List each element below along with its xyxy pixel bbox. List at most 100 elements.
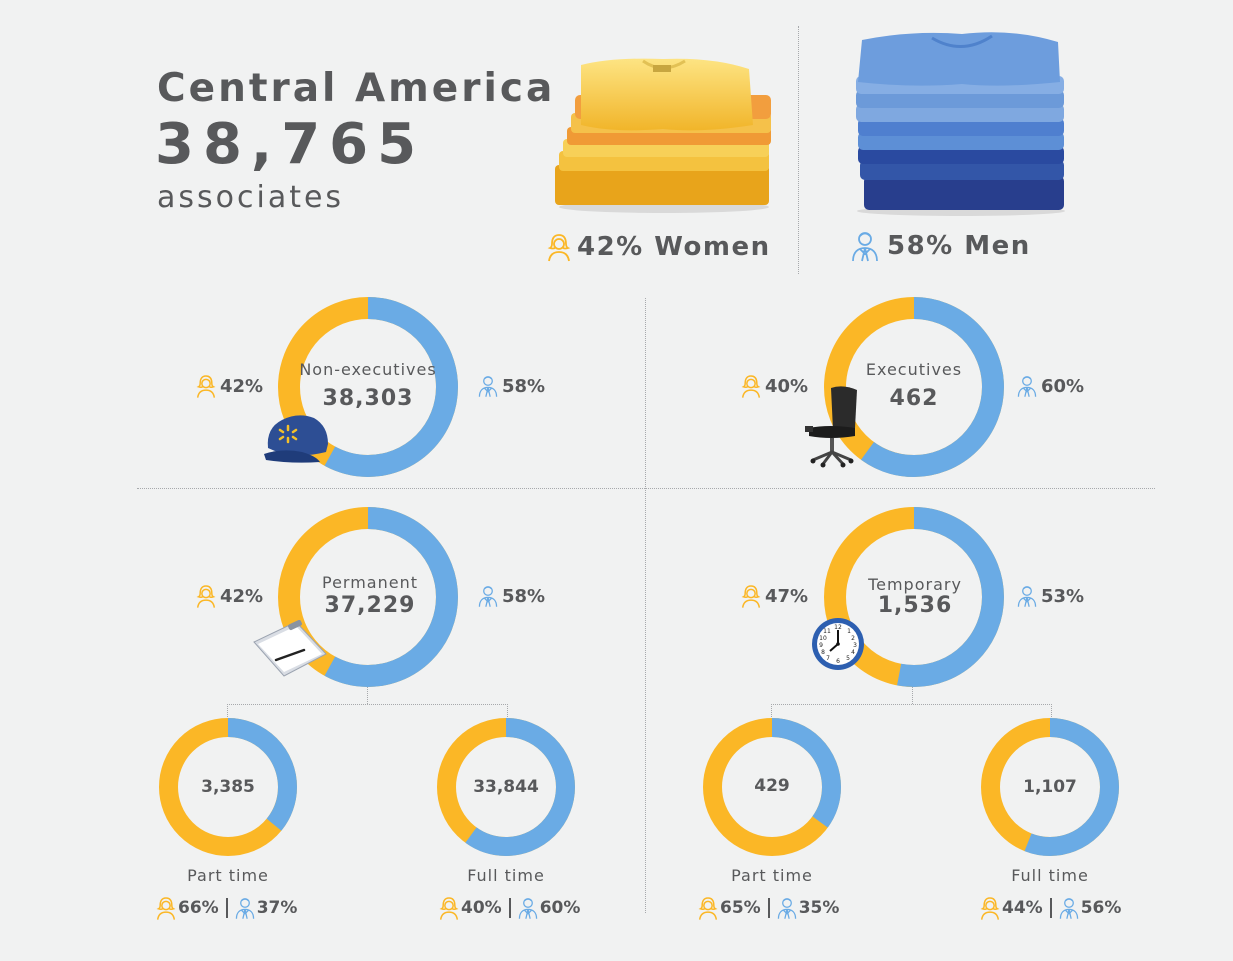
donut-ring <box>703 718 841 856</box>
donut-value: 33,844 <box>473 777 539 797</box>
donut-segment-men <box>437 718 575 856</box>
donut-segment-men <box>981 718 1119 856</box>
man-icon <box>518 898 537 919</box>
svg-text:4: 4 <box>851 649 855 656</box>
svg-text:12: 12 <box>834 624 842 631</box>
sub-label: Full time <box>467 866 545 885</box>
sub-label: Part time <box>187 866 269 885</box>
donut-segment-men <box>824 507 1004 687</box>
women-pct-value: 44% <box>1002 898 1043 918</box>
woman-icon <box>741 585 761 608</box>
donut-ring <box>981 718 1119 856</box>
donut-segment-men <box>703 718 841 856</box>
donut-segment-men <box>278 297 458 477</box>
man-icon <box>852 232 878 262</box>
men-percentage: 58% Men <box>887 231 1031 261</box>
women-pct-value: 42% <box>220 585 264 607</box>
section-horizontal-divider <box>137 488 1155 489</box>
associates-label: associates <box>157 180 345 215</box>
svg-text:7: 7 <box>826 655 830 662</box>
donut-chart-temporary-part-time <box>702 717 842 857</box>
svg-text:2: 2 <box>851 635 855 642</box>
donut-segment-men <box>824 297 1004 477</box>
men-pct-value: 60% <box>1041 375 1085 397</box>
donut-ring <box>159 718 297 856</box>
woman-icon <box>156 897 176 920</box>
donut-value: 3,385 <box>201 777 255 797</box>
separator <box>767 898 770 918</box>
permanent-tree-stem <box>367 686 368 704</box>
woman-icon <box>741 375 761 398</box>
donut-ring <box>824 507 1004 687</box>
clipboard-icon <box>253 620 327 677</box>
separator <box>1049 898 1052 918</box>
temporary-tree-branch <box>771 704 1052 717</box>
women-pct-value: 66% <box>178 898 219 918</box>
donut-chart-permanent <box>277 506 459 688</box>
man-icon <box>1017 376 1037 397</box>
temporary-tree-stem <box>912 686 913 704</box>
women-pct-label: 47% <box>741 583 808 609</box>
men-pct-value: 53% <box>1041 585 1085 607</box>
women-pct-value: 40% <box>461 898 502 918</box>
man-icon <box>478 376 498 397</box>
donut-label: Non-executives <box>299 360 437 379</box>
donut-value: 37,229 <box>324 593 416 618</box>
donut-label: Executives <box>865 360 963 379</box>
office-chair-icon <box>805 386 857 468</box>
men-pct-value: 37% <box>256 898 298 918</box>
men-pct-value: 58% <box>502 375 546 397</box>
men-pct-label: 53% <box>1017 583 1084 609</box>
donut-ring <box>278 507 458 687</box>
man-icon <box>1017 586 1037 607</box>
men-pct-label: 58% <box>478 373 545 399</box>
women-pct-label: 42% <box>196 583 263 609</box>
woman-icon <box>980 897 1000 920</box>
section-vertical-divider <box>645 298 646 913</box>
women-pct-label: 42% <box>196 373 263 399</box>
donut-chart-temporary <box>823 506 1005 688</box>
men-pct-value: 58% <box>502 585 546 607</box>
gender-split: 40% 60% <box>439 895 580 921</box>
region-title: Central America <box>157 66 556 111</box>
svg-text:10: 10 <box>819 635 827 642</box>
donut-ring <box>278 297 458 477</box>
svg-text:6: 6 <box>836 658 840 665</box>
donut-ring <box>437 718 575 856</box>
donut-value: 429 <box>754 776 790 796</box>
donut-value: 38,303 <box>322 386 414 411</box>
women-pct-value: 42% <box>220 375 264 397</box>
women-headline: 42% Women <box>547 232 771 262</box>
sub-label: Part time <box>731 866 813 885</box>
donut-label: Temporary <box>868 575 962 594</box>
gender-split: 65% 35% <box>698 895 839 921</box>
women-pct-label: 40% <box>741 373 808 399</box>
donut-value: 1,536 <box>877 593 953 618</box>
total-associates: 38,765 <box>155 112 426 177</box>
svg-text:1: 1 <box>847 628 851 635</box>
women-pct-value: 47% <box>765 585 809 607</box>
cap-icon <box>264 415 328 463</box>
woman-icon <box>439 897 459 920</box>
svg-text:5: 5 <box>846 655 850 662</box>
man-icon <box>478 586 498 607</box>
woman-icon <box>196 585 216 608</box>
header-divider <box>798 26 799 274</box>
men-headline: 58% Men <box>851 230 1031 262</box>
gender-split: 66% 37% <box>156 895 297 921</box>
permanent-tree-branch <box>227 704 508 717</box>
man-icon <box>777 898 796 919</box>
donut-segment-men <box>159 718 297 856</box>
svg-text:9: 9 <box>819 642 823 649</box>
donut-value: 1,107 <box>1023 777 1077 797</box>
donut-chart-non-executives <box>277 296 459 478</box>
women-percentage: 42% Women <box>577 232 771 262</box>
blue-shirts-stack <box>856 32 1065 216</box>
donut-chart-permanent-part-time <box>158 717 298 857</box>
separator <box>225 898 228 918</box>
donut-segment-men <box>278 507 458 687</box>
women-pct-value: 40% <box>765 375 809 397</box>
women-pct-value: 65% <box>720 898 761 918</box>
woman-icon <box>547 234 571 262</box>
